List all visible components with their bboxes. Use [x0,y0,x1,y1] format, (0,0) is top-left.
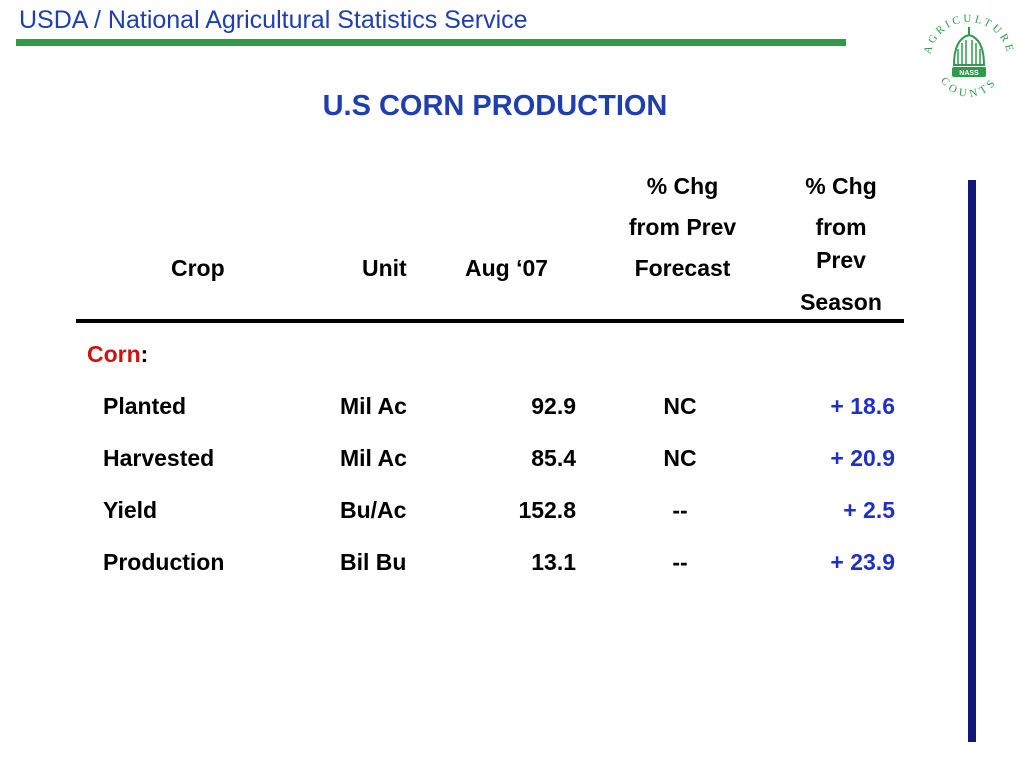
row-chg-forecast: NC [663,393,697,419]
col-header-unit: Unit [362,255,407,281]
seal-badge: NASS [959,70,979,77]
row-chg-season: + 23.9 [830,549,895,575]
page-title: U.S CORN PRODUCTION [322,90,668,122]
row-chg-season: + 2.5 [843,497,895,523]
row-chg-season: + 18.6 [830,393,895,419]
row-chg-season: + 20.9 [830,445,895,471]
row-crop: Harvested [103,445,215,471]
col-header-chg-forecast-line3: Forecast [634,255,731,281]
col-header-chg-season-line1: % Chg [805,173,877,199]
row-chg-forecast: -- [672,497,688,523]
row-aug07: 85.4 [531,445,576,471]
group-label-colon: : [140,341,149,367]
col-header-chg-season-line2: from [815,214,867,240]
col-header-crop: Crop [171,255,225,281]
row-unit: Mil Ac [340,445,407,471]
row-crop: Production [103,549,225,575]
row-chg-forecast: NC [663,445,697,471]
row-chg-forecast: -- [672,549,688,575]
side-accent-bar [968,180,976,742]
col-header-chg-forecast-line1: % Chg [646,173,719,199]
row-crop: Planted [103,393,187,419]
group-label-corn: Corn [87,341,141,367]
row-unit: Bil Bu [340,549,407,575]
col-header-chg-forecast-line2: from Prev [628,214,737,240]
header-rule [16,39,846,46]
row-unit: Bu/Ac [340,497,407,523]
row-aug07: 152.8 [518,497,576,523]
nass-seal-logo: AGRICULTURE COUNTS NASS [922,13,1014,100]
agency-name: USDA / National Agricultural Statistics … [19,6,528,34]
row-aug07: 13.1 [531,549,576,575]
row-crop: Yield [103,497,158,523]
row-unit: Mil Ac [340,393,407,419]
header-divider [76,319,904,323]
col-header-chg-season-line3: Prev [816,247,866,273]
col-header-chg-season-line4: Season [800,289,882,315]
col-header-aug07: Aug ‘07 [465,255,549,281]
group-label: Corn: [87,341,148,368]
row-aug07: 92.9 [531,393,576,419]
